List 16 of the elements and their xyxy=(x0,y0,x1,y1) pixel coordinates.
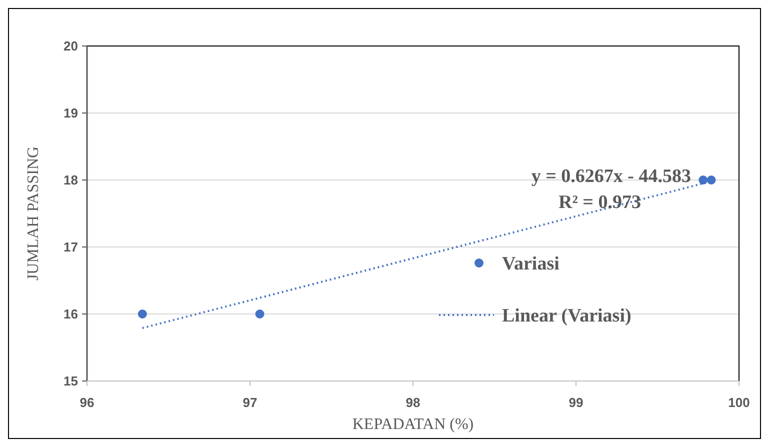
x-axis-title: KEPADATAN (%) xyxy=(352,416,474,433)
x-tick-label: 97 xyxy=(242,395,258,410)
legend-label: Linear (Variasi) xyxy=(502,306,632,327)
x-tick-label: 100 xyxy=(728,395,750,410)
y-tick-label: 15 xyxy=(64,374,78,389)
y-tick-label: 20 xyxy=(64,38,78,54)
y-tick-label: 19 xyxy=(64,106,78,121)
annotation: y = 0.6267x - 44.583 xyxy=(531,166,691,187)
x-tick-label: 98 xyxy=(406,395,420,410)
y-tick-label: 16 xyxy=(64,306,78,322)
y-tick-label: 18 xyxy=(64,172,78,188)
x-tick-label: 99 xyxy=(568,395,584,410)
y-axis-title: JUMLAH PASSING xyxy=(25,146,42,281)
x-tick-label: 96 xyxy=(80,395,94,410)
legend-label: Variasi xyxy=(502,254,560,275)
y-tick-label: 17 xyxy=(64,240,78,255)
